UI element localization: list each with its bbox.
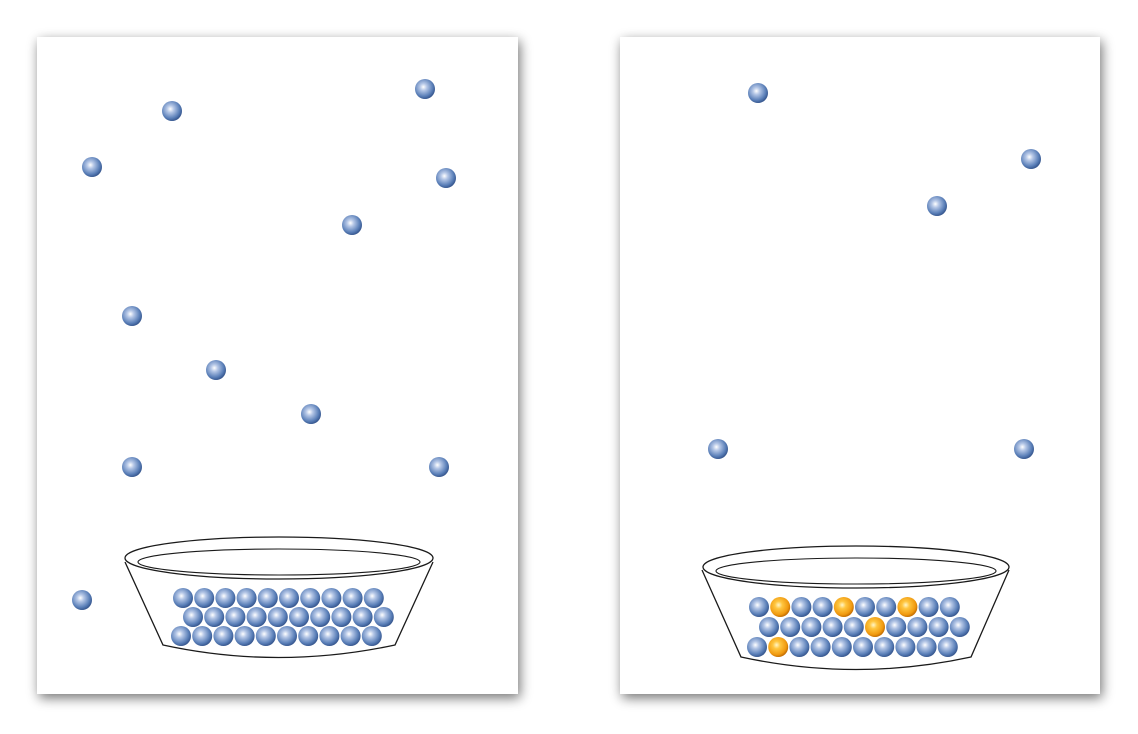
solvent-particle (928, 617, 949, 637)
dish-rim-outer (702, 545, 1010, 589)
solvent-particle (759, 617, 779, 637)
solvent-particle (298, 626, 319, 646)
solvent-particle (279, 588, 299, 608)
solvent-particle (342, 588, 363, 608)
vapor-particle (708, 439, 728, 459)
vapor-particle (342, 215, 362, 235)
solvent-particle (340, 626, 361, 646)
solvent-particle (257, 588, 278, 608)
vapor-particle (122, 306, 142, 326)
solvent-particle (213, 626, 234, 646)
solvent-particle (853, 637, 873, 657)
solvent-particle (267, 607, 288, 627)
dish (701, 545, 1010, 671)
solvent-particle (895, 637, 916, 657)
solvent-particle (331, 607, 352, 627)
vapor-particle (72, 590, 92, 610)
panel-background (37, 37, 518, 694)
vapor-particles (708, 83, 1041, 459)
solvent-particle (192, 626, 213, 646)
vapor-particle (206, 360, 226, 380)
solvent-particle (183, 607, 203, 627)
solvent-particle (874, 637, 895, 657)
solvent-particle (822, 617, 843, 637)
vapor-particle (82, 157, 102, 177)
liquid-particles (171, 588, 394, 646)
solvent-particle (789, 637, 810, 657)
solvent-particle (234, 626, 255, 646)
vapor-particle (748, 83, 768, 103)
vapor-particle (429, 457, 449, 477)
solvent-particle (319, 626, 340, 646)
vapor-particle (436, 168, 456, 188)
solvent-particle (277, 626, 297, 646)
dish-rim-inner (137, 548, 421, 576)
vapor-particle (301, 404, 321, 424)
solvent-particle (749, 597, 769, 617)
liquid-particles (747, 597, 970, 657)
solvent-particle (352, 607, 373, 627)
solvent-particle (831, 637, 852, 657)
solvent-particle (300, 588, 321, 608)
solvent-particle (373, 607, 394, 627)
solvent-particle (171, 626, 191, 646)
dish-body (701, 569, 1010, 671)
solvent-particle (791, 597, 812, 617)
solvent-particle (907, 617, 928, 637)
solvent-particle (289, 607, 309, 627)
solute-particle (865, 617, 885, 637)
solvent-particle (194, 588, 215, 608)
vapor-particle (1021, 149, 1041, 169)
solvent-particle (215, 588, 236, 608)
solvent-particle (918, 597, 939, 617)
solvent-particle (855, 597, 875, 617)
solvent-particle (886, 617, 907, 637)
solvent-particle (939, 597, 960, 617)
solvent-particle (876, 597, 897, 617)
solvent-particle (236, 588, 257, 608)
vapor-particle (122, 457, 142, 477)
panel-background (620, 37, 1100, 694)
pure-solvent-panel (37, 37, 518, 694)
dish-body (124, 561, 434, 659)
solvent-particle (916, 637, 937, 657)
solvent-particle (801, 617, 822, 637)
solvent-particle (363, 588, 384, 608)
vapor-particle (1014, 439, 1034, 459)
vapor-particles (72, 79, 456, 610)
vapor-particle (162, 101, 182, 121)
solvent-particle (310, 607, 331, 627)
dish (124, 536, 434, 659)
solvent-particle (204, 607, 225, 627)
solvent-particle (843, 617, 864, 637)
solvent-particle (747, 637, 767, 657)
solute-particle (897, 597, 918, 617)
solute-particle (770, 597, 791, 617)
solution-panel (620, 37, 1100, 694)
solvent-particle (321, 588, 342, 608)
vapor-particle (415, 79, 435, 99)
dish-rim-inner (715, 557, 997, 585)
solvent-particle (937, 637, 958, 657)
solvent-particle (810, 637, 831, 657)
solute-particle (768, 637, 789, 657)
solvent-particle (780, 617, 801, 637)
solvent-particle (812, 597, 833, 617)
vapor-particle (927, 196, 947, 216)
solvent-particle (173, 588, 193, 608)
solvent-particle (361, 626, 382, 646)
solvent-particle (246, 607, 267, 627)
dish-rim-outer (124, 536, 434, 580)
solute-particle (833, 597, 854, 617)
solvent-particle (255, 626, 276, 646)
solvent-particle (949, 617, 970, 637)
solvent-particle (225, 607, 246, 627)
